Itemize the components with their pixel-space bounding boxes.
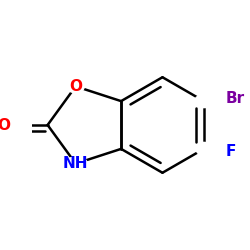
Ellipse shape xyxy=(67,80,84,93)
Text: O: O xyxy=(0,118,11,132)
Ellipse shape xyxy=(196,142,212,156)
Text: NH: NH xyxy=(63,156,88,171)
Ellipse shape xyxy=(0,118,13,132)
Ellipse shape xyxy=(64,157,88,170)
Text: F: F xyxy=(226,144,236,158)
Text: O: O xyxy=(69,79,82,94)
Ellipse shape xyxy=(195,94,213,108)
Text: Br: Br xyxy=(226,92,245,106)
